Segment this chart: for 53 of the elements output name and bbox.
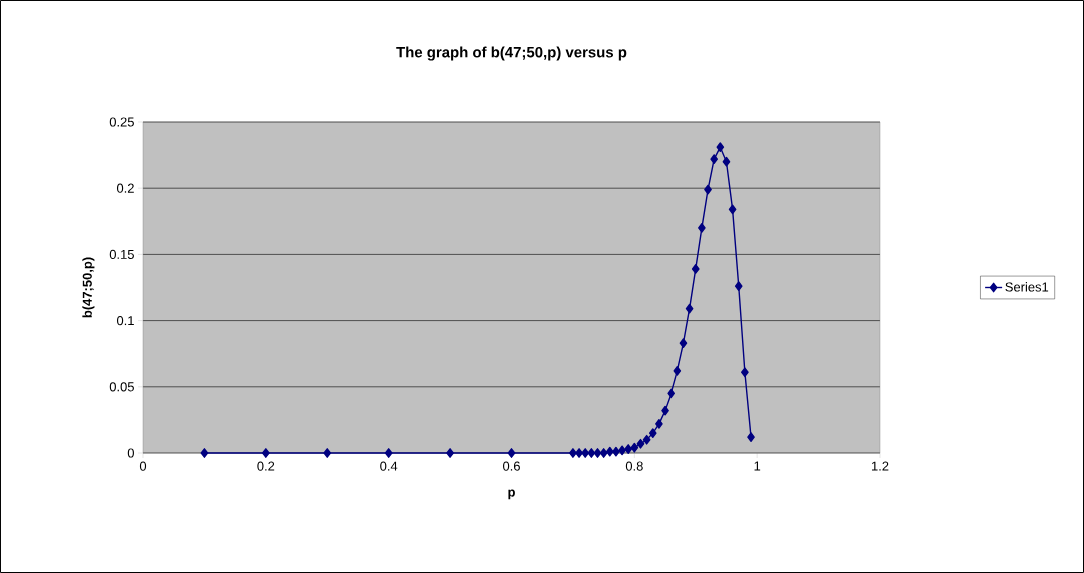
point [581,448,590,458]
point [722,156,731,167]
point [507,448,516,458]
y-tick-label: 0.05 [109,382,134,392]
x-tick-label: 0.4 [380,461,398,471]
point [262,448,270,458]
y-tick-label: 0 [127,448,134,458]
point [624,444,633,454]
y-tick-label: 0.15 [109,249,134,259]
x-tick-label: 1 [754,461,761,471]
x-axis-title: p [508,489,515,500]
point [716,142,725,153]
point [200,448,209,458]
x-tick-label: 0.8 [625,461,643,471]
x-tick-label: 0 [139,461,147,471]
point [747,432,755,442]
point [679,338,688,348]
point [599,448,608,458]
point [575,448,583,458]
point [587,448,596,458]
point [446,448,454,458]
y-tick-label: 0.25 [109,117,134,127]
legend-label: Series1 [1005,282,1049,292]
point [612,446,620,457]
point [685,303,694,314]
point [661,405,669,416]
point [605,446,614,457]
point [734,281,743,292]
point [741,367,749,378]
point [636,438,645,449]
point [630,442,639,453]
point [667,388,676,399]
point [323,448,332,458]
point [618,445,626,456]
y-tick-label: 0.2 [116,183,134,193]
chart-title: The graph of b(47;50,p) versus p [396,46,627,61]
point [642,434,651,445]
y-tick-label: 0.1 [116,316,134,326]
point [655,418,663,429]
point [728,204,737,215]
point [673,366,682,376]
point [704,184,712,195]
y-axis-title: b(47;50,p) [82,257,95,318]
point [710,154,719,164]
point [593,448,602,458]
x-tick-label: 1.2 [871,461,889,471]
point [569,448,577,458]
x-tick-label: 0.6 [503,461,520,471]
point [698,223,706,233]
x-tick-label: 0.2 [257,461,275,471]
point [384,448,393,458]
point [648,428,657,439]
point [691,264,700,274]
